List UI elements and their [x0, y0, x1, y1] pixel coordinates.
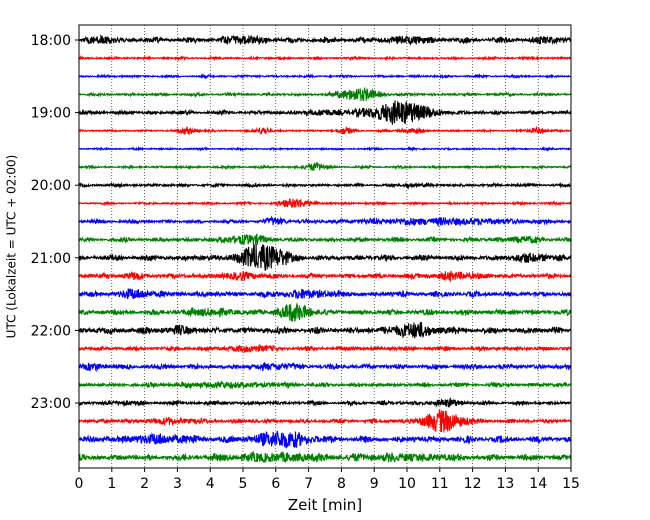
trace-row-2315: [78, 409, 572, 433]
trace-row-2045: [78, 233, 572, 246]
trace-row-1800: [78, 33, 572, 46]
y-axis-label: UTC (Lokalzeit = UTC + 02:00): [5, 155, 19, 339]
trace-row-2115: [78, 270, 572, 283]
x-tick-label: 8: [337, 476, 346, 492]
x-tick-label: 14: [529, 476, 547, 492]
x-tick-label: 11: [431, 476, 449, 492]
x-axis-ticks: 0 1 2 3 4 5 6 7 8 9 10 11 12 13 14 15: [75, 468, 580, 492]
x-tick-label: 0: [75, 476, 84, 492]
x-tick-label: 4: [206, 476, 215, 492]
y-tick-label: 18:00: [31, 33, 71, 49]
x-tick-label: 1: [107, 476, 116, 492]
trace-row-1830: [78, 72, 572, 80]
x-axis-label: Zeit [min]: [288, 496, 362, 514]
x-tick-label: 15: [562, 476, 580, 492]
trace-row-2030: [78, 215, 572, 228]
x-tick-label: 5: [239, 476, 248, 492]
trace-row-2215: [78, 343, 572, 354]
trace-row-1915: [78, 125, 572, 136]
trace-row-2330: [78, 430, 572, 449]
x-tick-label: 3: [173, 476, 182, 492]
trace-row-1815: [78, 54, 572, 62]
trace-row-2230: [78, 361, 572, 373]
trace-row-2000: [78, 181, 572, 190]
y-axis-ticks: 18:00 19:00 20:00 21:00 22:00 23:00: [31, 33, 79, 412]
trace-row-2130: [78, 288, 572, 300]
x-tick-label: 10: [398, 476, 416, 492]
trace-row-2145: [78, 301, 572, 322]
x-tick-label: 12: [464, 476, 482, 492]
y-tick-label: 20:00: [31, 178, 71, 194]
y-tick-label: 19:00: [31, 106, 71, 122]
trace-row-2100: [78, 242, 572, 271]
trace-row-2300: [78, 396, 572, 408]
trace-row-2200: [78, 322, 572, 339]
x-tick-label: 13: [496, 476, 514, 492]
trace-row-2015: [78, 198, 572, 208]
trace-row-1900: [78, 100, 572, 125]
y-tick-label: 23:00: [31, 396, 71, 412]
y-tick-label: 21:00: [31, 251, 71, 267]
plot-frame: [78, 24, 572, 469]
trace-row-1845: [78, 86, 572, 102]
seismic-traces: [78, 33, 572, 464]
trace-row-1930: [78, 145, 572, 152]
trace-row-2245: [78, 380, 572, 390]
y-tick-label: 22:00: [31, 323, 71, 339]
trace-row-1945: [78, 161, 572, 172]
trace-row-2345: [78, 450, 572, 464]
vertical-grid: [111, 25, 539, 468]
x-tick-label: 2: [140, 476, 149, 492]
x-tick-label: 9: [370, 476, 379, 492]
x-tick-label: 7: [304, 476, 313, 492]
x-tick-label: 6: [271, 476, 280, 492]
